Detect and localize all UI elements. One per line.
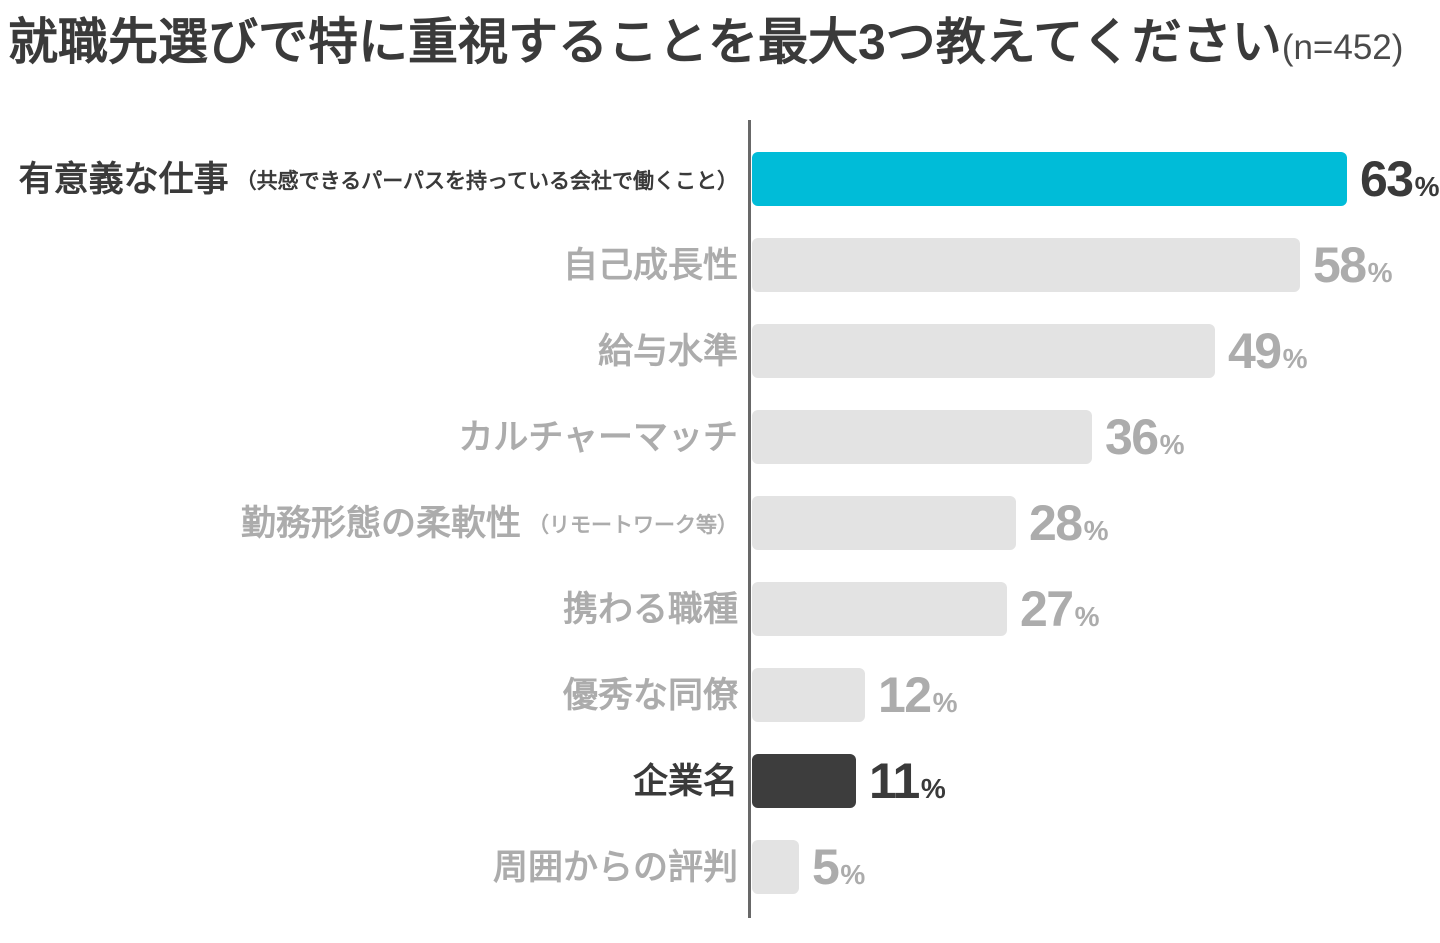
chart-row: 優秀な同僚 12 % (0, 668, 1440, 722)
bar (752, 152, 1347, 206)
category-label-group: 有意義な仕事 （共感できるパーパスを持っている会社で働くこと） (0, 162, 748, 197)
category-label: 自己成長性 (562, 245, 738, 285)
chart-row: 勤務形態の柔軟性 （リモートワーク等） 28 % (0, 496, 1440, 550)
value-number: 58 (1313, 237, 1367, 293)
value-label: 49 % (1228, 326, 1308, 376)
chart-rows: 有意義な仕事 （共感できるパーパスを持っている会社で働くこと） 63 % 自己成… (0, 152, 1440, 926)
value-number: 28 (1029, 495, 1083, 551)
sample-size-label: (n=452) (1281, 28, 1404, 67)
value-label: 36 % (1105, 412, 1185, 462)
chart-row: 給与水準 49 % (0, 324, 1440, 378)
page-title-text: 就職先選びで特に重視することを最大3つ教えてください (8, 14, 1282, 70)
percent-sign: % (840, 859, 866, 890)
category-sublabel: （リモートワーク等） (528, 514, 738, 537)
percent-sign: % (932, 687, 958, 718)
bar (752, 238, 1300, 292)
chart-row: 有意義な仕事 （共感できるパーパスを持っている会社で働くこと） 63 % (0, 152, 1440, 206)
chart-row: 携わる職種 27 % (0, 582, 1440, 636)
percent-sign: % (1159, 429, 1185, 460)
bar (752, 754, 856, 808)
category-label-group: 携わる職種 (0, 592, 748, 627)
category-label: 携わる職種 (562, 589, 738, 629)
chart-row: カルチャーマッチ 36 % (0, 410, 1440, 464)
value-label: 12 % (878, 670, 958, 720)
category-label: カルチャーマッチ (458, 417, 738, 457)
value-number: 63 (1360, 151, 1414, 207)
value-number: 5 (812, 839, 840, 895)
category-label: 有意義な仕事 (18, 159, 229, 199)
chart-row: 企業名 11 % (0, 754, 1440, 808)
value-label: 28 % (1029, 498, 1109, 548)
value-number: 27 (1020, 581, 1074, 637)
value-label: 11 % (869, 756, 946, 806)
category-label-group: 優秀な同僚 (0, 678, 748, 713)
value-number: 49 (1228, 323, 1282, 379)
category-label: 勤務形態の柔軟性 (240, 503, 521, 543)
value-number: 36 (1105, 409, 1159, 465)
bar (752, 840, 799, 894)
chart-axis-line (748, 120, 751, 918)
value-number: 12 (878, 667, 932, 723)
chart-row: 自己成長性 58 % (0, 238, 1440, 292)
percent-sign: % (1367, 257, 1393, 288)
percent-sign: % (1083, 515, 1109, 546)
bar (752, 410, 1092, 464)
chart-row: 周囲からの評判 5 % (0, 840, 1440, 894)
category-label-group: 勤務形態の柔軟性 （リモートワーク等） (0, 506, 748, 541)
category-label: 優秀な同僚 (562, 675, 738, 715)
value-label: 63 % (1360, 154, 1440, 204)
category-label: 給与水準 (597, 331, 738, 371)
bar (752, 496, 1016, 550)
category-label-group: 自己成長性 (0, 248, 748, 283)
category-label-group: 給与水準 (0, 334, 748, 369)
category-label: 周囲からの評判 (492, 847, 738, 887)
value-label: 27 % (1020, 584, 1100, 634)
category-sublabel: （共感できるパーパスを持っている会社で働くこと） (235, 170, 738, 193)
percent-sign: % (1282, 343, 1308, 374)
percent-sign: % (920, 773, 946, 804)
bar (752, 582, 1007, 636)
category-label-group: カルチャーマッチ (0, 420, 748, 455)
percent-sign: % (1074, 601, 1100, 632)
value-number: 11 (869, 753, 920, 809)
page-title: 就職先選びで特に重視することを最大3つ教えてください(n=452) (8, 6, 1403, 84)
bar (752, 668, 865, 722)
category-label: 企業名 (632, 761, 738, 801)
value-label: 5 % (812, 842, 865, 892)
value-label: 58 % (1313, 240, 1393, 290)
bar (752, 324, 1215, 378)
category-label-group: 周囲からの評判 (0, 850, 748, 885)
percent-sign: % (1414, 171, 1440, 202)
category-label-group: 企業名 (0, 764, 748, 799)
